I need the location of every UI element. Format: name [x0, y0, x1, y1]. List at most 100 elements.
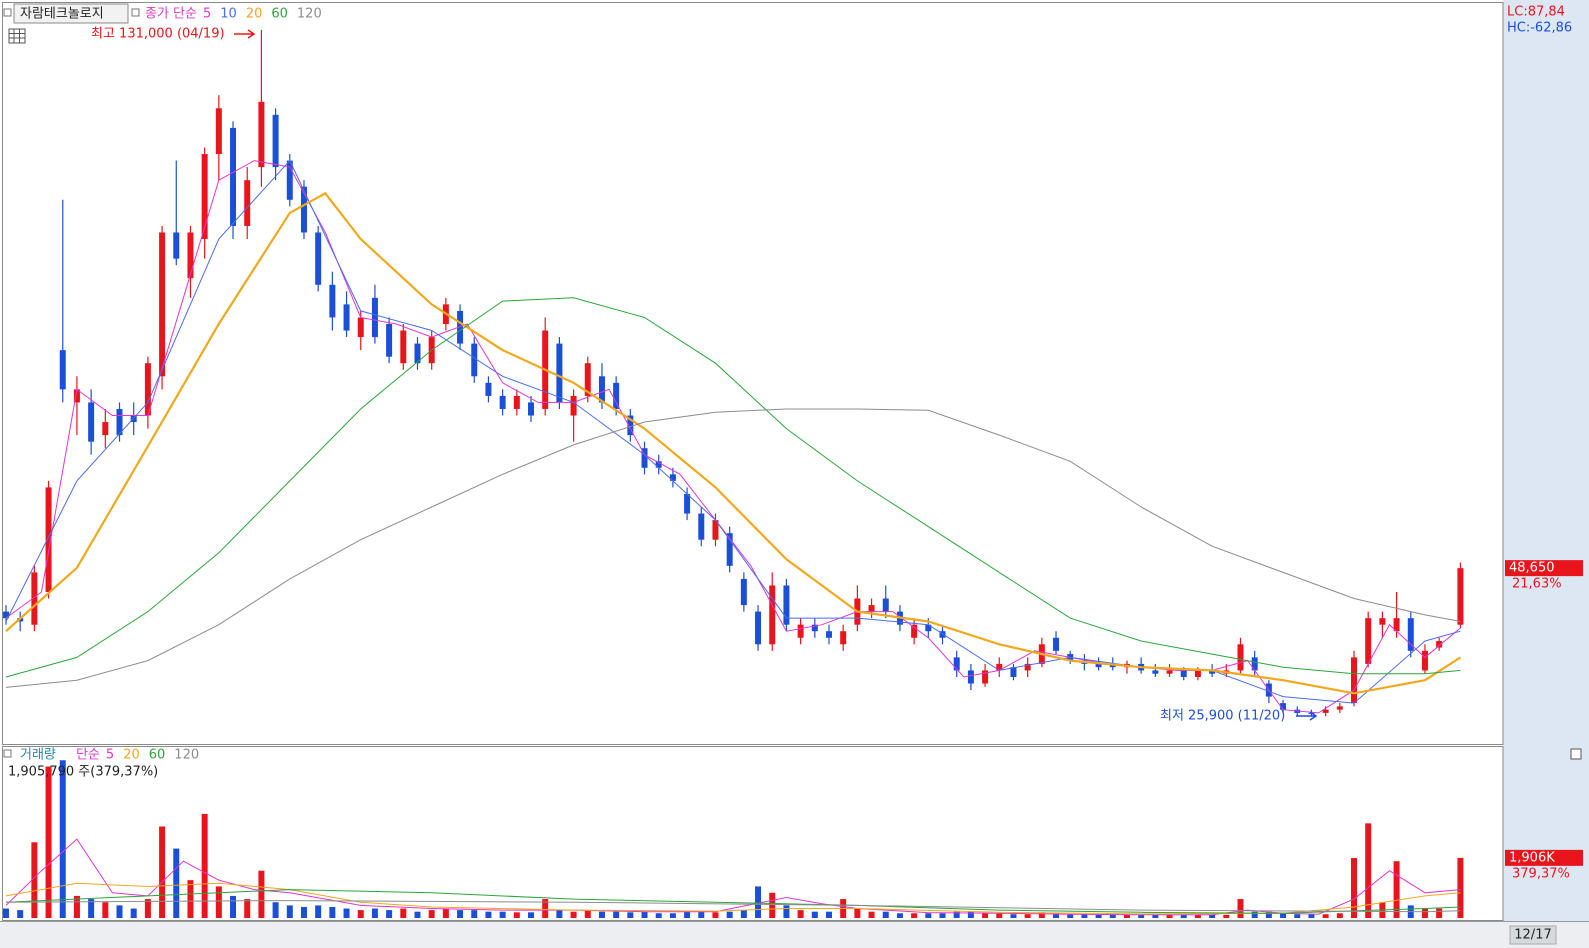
volume-bar — [769, 892, 776, 918]
volume-bar — [471, 910, 478, 918]
panel-close[interactable] — [1570, 748, 1582, 760]
candle-body — [343, 304, 350, 331]
price-panel-frame — [2, 2, 1504, 745]
indicator-lc: LC:87,84 — [1507, 5, 1565, 20]
candle-body — [1322, 709, 1329, 713]
candle-body — [811, 624, 818, 632]
volume-bar — [1322, 914, 1329, 918]
volume-bar — [258, 870, 265, 918]
volume-bar — [300, 906, 307, 918]
volume-bar — [1180, 914, 1187, 918]
volume-bar — [457, 910, 464, 918]
candle-body — [31, 572, 38, 625]
candle-body — [457, 310, 464, 344]
candle-body — [201, 154, 208, 240]
candle-body — [2, 611, 9, 619]
symbol-name: 자람테크놀로지 — [20, 7, 104, 22]
legend-entry: 5 — [203, 7, 211, 22]
volume-bar — [655, 913, 662, 918]
candle-body — [1053, 637, 1060, 651]
candle-body — [556, 343, 563, 403]
last-volume-label: 1,906K — [1509, 850, 1555, 865]
volume-bar — [882, 911, 889, 918]
candle-body — [684, 493, 691, 514]
volume-bar — [528, 912, 535, 918]
volume-bar — [1336, 913, 1343, 918]
candle-body — [655, 461, 662, 468]
candle-body — [300, 186, 307, 233]
volume-bar — [953, 911, 960, 918]
volume-bar — [698, 911, 705, 918]
volume-bar — [201, 813, 208, 918]
volume-bar — [286, 905, 293, 918]
volume-subtitle: 1,905,790 주(379,37%) — [8, 765, 158, 780]
candle-body — [1365, 618, 1372, 664]
candle-body — [1280, 703, 1287, 710]
last-change-label: 21,63% — [1512, 577, 1562, 592]
candle-body — [329, 284, 336, 318]
volume-bar — [868, 911, 875, 918]
candle-body — [570, 395, 577, 416]
candle-body — [1237, 644, 1244, 671]
labels-layer: 자람테크놀로지 종가 단순 최고 131,000 (04/19) 최저 25,9… — [3, 3, 1583, 945]
candle-body — [471, 343, 478, 377]
volume-bar — [1393, 861, 1400, 918]
candle-body — [1421, 650, 1428, 671]
symbol-button[interactable] — [13, 3, 129, 24]
candle-body — [59, 350, 66, 390]
panel-marker — [3, 8, 12, 17]
candle-body — [726, 533, 733, 566]
volume-bar — [1237, 899, 1244, 918]
table-icon[interactable] — [8, 28, 26, 44]
last-price-label: 48,650 — [1509, 561, 1555, 576]
moving-average-line — [5, 160, 1461, 714]
candle-body — [1379, 618, 1386, 625]
volume-bar — [88, 899, 95, 918]
volume-bar — [59, 760, 66, 918]
volume-bar — [1095, 914, 1102, 918]
candle-body — [698, 513, 705, 540]
volume-bar — [315, 905, 322, 918]
volume-bar — [400, 908, 407, 918]
candle-body — [613, 382, 620, 409]
marks-layer — [2, 29, 1464, 918]
volume-bar — [130, 908, 137, 918]
volume-bar — [371, 908, 378, 918]
volume-bar — [570, 911, 577, 918]
volume-bar — [1010, 914, 1017, 918]
low-annotation: 최저 25,900 (11/20) — [1160, 709, 1285, 724]
volume-bar — [1209, 914, 1216, 918]
volume-bar — [584, 910, 591, 918]
candle-body — [1457, 568, 1464, 625]
volume-bar — [1280, 913, 1287, 918]
volume-bar — [598, 911, 605, 918]
volume-bar — [144, 899, 151, 918]
candle-body — [953, 657, 960, 671]
moving-average-line — [5, 889, 1461, 914]
volume-bar — [485, 911, 492, 918]
candle-body — [1407, 618, 1414, 651]
candle-body — [996, 663, 1003, 671]
volume-bar — [712, 912, 719, 918]
volume-bar — [386, 910, 393, 918]
volume-bar — [116, 905, 123, 918]
volume-panel-frame — [2, 746, 1504, 921]
volume-bar — [1109, 914, 1116, 918]
candle-body — [797, 624, 804, 638]
legend-entry: 20 — [123, 748, 140, 763]
candle-body — [939, 631, 946, 638]
candle-body — [825, 631, 832, 638]
volume-bar — [854, 908, 861, 918]
candle-body — [414, 343, 421, 364]
volume-bar — [1138, 914, 1145, 918]
volume-bar — [513, 912, 520, 918]
legend-entry: 120 — [174, 748, 199, 763]
moving-average-line — [5, 900, 1461, 913]
legend-prefix: 단순 — [76, 748, 100, 763]
volume-bar — [215, 886, 222, 918]
volume-bar — [2, 908, 9, 918]
volume-bar — [1152, 914, 1159, 918]
low-arrow — [1296, 711, 1318, 721]
candle-body — [755, 611, 762, 645]
